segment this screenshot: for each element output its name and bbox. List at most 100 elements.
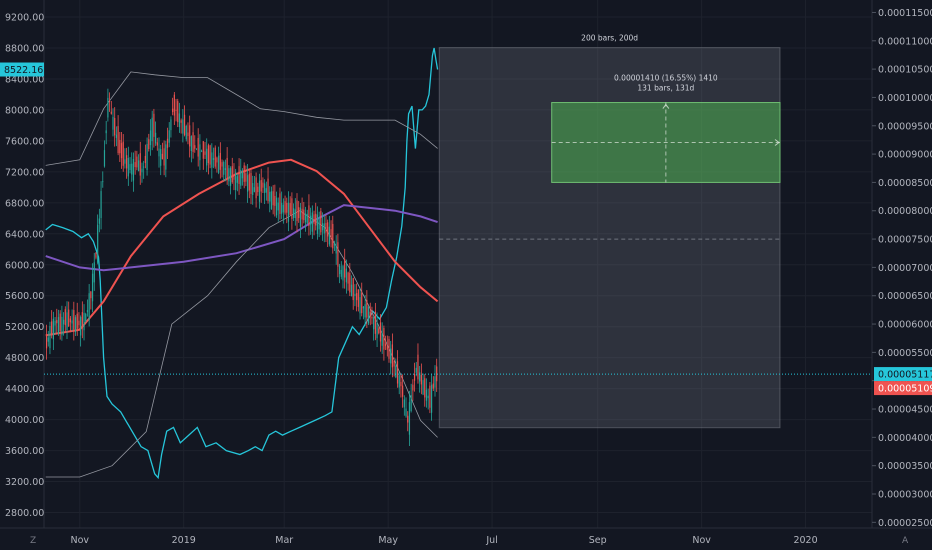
candle-body [289,203,291,215]
left-tick-label: 8800.00 [5,44,44,55]
candle-body [190,136,192,152]
candle-body [132,159,135,181]
candle-body [139,153,141,176]
candle-body [328,226,330,245]
candle-body [151,117,153,142]
candle-body [350,284,353,297]
candle-body [61,316,63,336]
candle-body [71,320,73,324]
right-tick-label: 0.00007000 [878,263,932,274]
candle-body [429,385,431,408]
auto-scale-button[interactable]: A [902,536,909,546]
candle-body [384,343,387,347]
candle-body [315,213,317,226]
candle-body [127,157,129,177]
candle-body [102,181,104,183]
candle-body [393,360,395,367]
candle-body [316,214,319,234]
right-price-badge-2 [874,381,932,396]
candle-body [81,312,83,329]
candle-body [337,242,339,267]
candle-body [160,148,162,166]
candle-body [161,153,164,160]
candle-body [197,137,199,157]
candle-body [120,143,123,159]
candle-body [114,117,116,136]
projection-tool[interactable]: 200 bars, 200d 0.00001410 (16.55%) 141013… [438,34,781,429]
right-tick-label: 0.00010500 [878,65,932,76]
x-tick-label: May [378,535,398,546]
candle-body [344,258,346,278]
candle-body [240,169,242,186]
candle-body [221,162,223,167]
candle-body [321,223,324,231]
candle-body [62,319,65,325]
candle-body [291,198,293,219]
candle-body [347,272,349,284]
candle-body [325,222,327,233]
candle-body [235,172,237,191]
right-tick-label: 0.00010000 [878,93,932,104]
candle-body [253,187,256,192]
right-tick-label: 0.00006500 [878,291,932,302]
projection-label: 200 bars, 200d [581,34,638,43]
right-tick-label: 0.00003500 [878,461,932,472]
candle-body [51,321,53,336]
arrow-right-icon [774,139,780,146]
right-tick-label: 0.00006000 [878,320,932,331]
candle-body [252,183,254,196]
left-tick-label: 5200.00 [5,322,44,333]
timezone-label[interactable]: Z [30,536,37,546]
candle-body [144,155,146,163]
candle-body [183,114,186,136]
candle-body [345,268,348,283]
candle-body [338,265,341,274]
left-tick-label: 4000.00 [5,415,44,426]
candle-body [366,300,368,318]
candle-body [238,166,240,184]
candle-body [224,168,227,170]
candle-body [373,317,375,330]
candle-body [304,213,307,223]
candle-body [153,113,155,137]
candle-body [195,148,198,150]
target-label-line1: 0.00001410 (16.55%) 1410 [614,74,718,83]
candle-body [117,126,119,154]
candle-body [163,148,165,166]
candle-body [95,252,97,258]
left-tick-label: 3200.00 [5,477,44,488]
candle-body [403,399,405,408]
candle-body [187,132,189,137]
candle-body [131,163,133,175]
candle-body [112,116,114,130]
candle-body [243,165,245,182]
candle-body [330,229,332,240]
candle-body [66,312,68,330]
candle-body [265,188,267,193]
left-tick-label: 6800.00 [5,198,44,209]
x-tick-label: 2019 [172,535,196,546]
candle-body [264,183,266,193]
candle-body [412,384,414,391]
candle-body [383,327,385,350]
right-tick-label: 0.00009000 [878,150,932,161]
candle-body [209,145,211,165]
candle-body [354,293,356,297]
candle-body [202,141,204,159]
candle-body [369,311,371,317]
candle-body [74,317,77,332]
candle-body [303,209,305,221]
candle-body [371,317,373,319]
candle-body [282,204,284,213]
x-tick-label: Sep [589,535,607,546]
left-tick-label: 3600.00 [5,446,44,457]
candle-body [68,309,70,327]
candle-body [129,164,131,171]
candle-body [136,156,138,168]
candle-body [356,293,358,301]
candle-body [277,202,279,211]
candle-body [422,380,424,395]
candle-body [255,177,257,199]
